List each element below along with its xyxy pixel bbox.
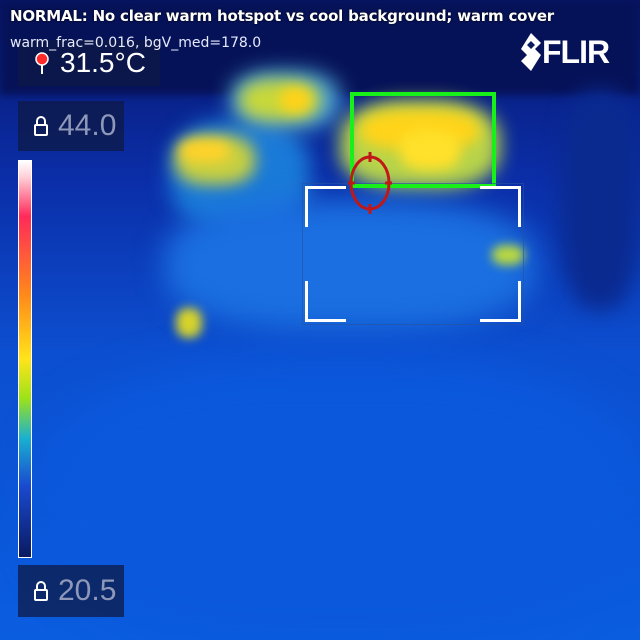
focus-frame[interactable] [302,183,524,325]
focus-corner-bottom-left [305,281,346,322]
scale-min-value: 20.5 [58,574,117,607]
flir-logo-text: FLIR [542,33,610,70]
scale-min-readout[interactable]: 20.5 [18,565,124,617]
focus-corner-bottom-right [480,281,521,322]
scale-max-value: 44.0 [58,109,117,142]
focus-corner-top-left [305,186,346,227]
scale-max-readout[interactable]: 44.0 [18,101,124,151]
crosshair-icon[interactable] [347,150,393,216]
lock-icon [28,580,54,602]
focus-corner-top-right [480,186,521,227]
detection-box [350,92,496,188]
lock-icon [28,115,54,137]
temperature-color-scale [18,160,32,558]
spot-temperature-value: 31.5°C [60,47,146,78]
flir-emblem-icon [521,33,541,71]
pin-icon [32,51,52,75]
analysis-verdict: NORMAL: No clear warm hotspot vs cool ba… [10,7,554,25]
spot-temperature-readout: 31.5°C [18,40,160,86]
flir-logo: FLIR [520,32,610,72]
analysis-metrics: warm_frac=0.016, bgV_med=178.0 [10,35,262,51]
